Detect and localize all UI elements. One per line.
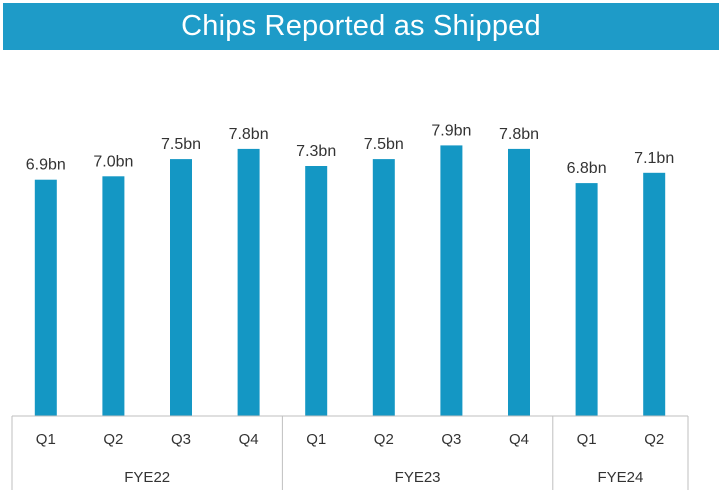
- x-tick-label-1: Q1: [36, 431, 56, 448]
- bar-7: [440, 145, 463, 416]
- x-tick-label-8: Q4: [509, 431, 529, 448]
- data-label-7: 7.9bn: [431, 122, 471, 139]
- data-label-8: 7.8bn: [499, 126, 539, 143]
- bar-3: [170, 159, 192, 416]
- bar-9: [575, 183, 598, 416]
- group-label-fye24: FYE24: [597, 469, 643, 486]
- bar-4: [237, 148, 260, 416]
- group-label-fye22: FYE22: [124, 469, 170, 486]
- x-tick-label-6: Q2: [374, 431, 394, 448]
- data-label-1: 6.9bn: [26, 157, 66, 174]
- x-tick-label-3: Q3: [171, 431, 191, 448]
- bar-2: [102, 176, 125, 417]
- data-label-5: 7.3bn: [296, 143, 336, 160]
- chart-title: Chips Reported as Shipped: [181, 10, 541, 42]
- x-tick-label-5: Q1: [306, 431, 326, 448]
- x-tick-label-9: Q1: [577, 431, 597, 448]
- bar-1: [34, 179, 57, 416]
- x-tick-label-10: Q2: [644, 431, 664, 448]
- bar-5: [305, 166, 328, 416]
- x-tick-label-2: Q2: [103, 431, 123, 448]
- data-label-2: 7.0bn: [93, 153, 133, 170]
- bar-8: [508, 148, 530, 416]
- bar-6: [372, 159, 395, 416]
- x-tick-label-7: Q3: [441, 431, 461, 448]
- chart-title-bar: Chips Reported as Shipped: [3, 3, 719, 50]
- bar-10: [643, 172, 666, 416]
- data-label-10: 7.1bn: [634, 150, 674, 167]
- data-label-9: 6.8bn: [567, 160, 607, 177]
- data-label-3: 7.5bn: [161, 136, 201, 153]
- group-label-fye23: FYE23: [395, 469, 441, 486]
- data-label-6: 7.5bn: [364, 136, 404, 153]
- data-label-4: 7.8bn: [229, 126, 269, 143]
- x-tick-label-4: Q4: [239, 431, 259, 448]
